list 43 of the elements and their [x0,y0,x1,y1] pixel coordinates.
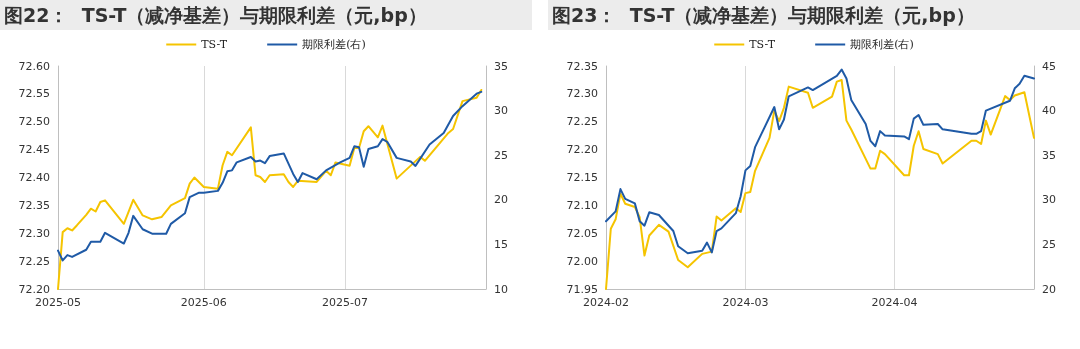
legend-label: 期限利差(右) [302,38,366,51]
y2-tick-label: 25 [1042,237,1056,251]
y-tick-label: 72.30 [566,87,598,101]
y2-tick-label: 25 [494,148,508,162]
y2-tick-label: 20 [1042,282,1056,296]
y2-tick-label: 15 [494,237,508,251]
x-tick-label: 2024-03 [722,296,769,309]
y2-tick-label: 30 [1042,193,1056,207]
y-tick-label: 72.20 [566,143,598,157]
y-tick-label: 72.30 [18,226,50,240]
y-tick-label: 72.35 [18,198,50,212]
y2-tick-label: 30 [494,104,508,118]
y2-tick-label: 10 [494,282,508,296]
x-tick-label: 2024-02 [583,296,629,309]
y-tick-label: 72.25 [566,115,598,129]
y2-tick-label: 35 [494,59,508,73]
legend-label: 期限利差(右) [850,38,914,51]
chart-title: 图23： TS-T（减净基差）与期限利差（元,bp） [548,0,1080,30]
legend-label: TS-T [749,38,776,51]
x-tick-label: 2025-05 [35,296,81,309]
y-tick-label: 72.25 [18,254,50,268]
y-tick-label: 72.05 [566,226,598,240]
x-tick-label: 2025-07 [321,296,368,309]
x-tick-label: 2025-06 [180,296,227,309]
y-tick-label: 71.95 [566,282,598,296]
y-tick-label: 72.20 [18,282,50,296]
legend-label: TS-T [201,38,228,51]
y2-tick-label: 20 [494,193,508,207]
y-tick-label: 72.10 [566,198,598,212]
line-series [605,68,1035,255]
y-tick-label: 72.50 [18,115,50,129]
y2-tick-label: 35 [1042,148,1056,162]
y2-tick-label: 45 [1042,59,1056,73]
y-tick-label: 72.45 [18,143,50,157]
y-tick-label: 72.60 [18,59,50,73]
y-tick-label: 72.00 [566,254,598,268]
x-tick-label: 2024-04 [871,296,918,309]
y-tick-label: 72.40 [18,171,50,184]
y-tick-label: 72.35 [566,59,598,73]
y2-tick-label: 40 [1042,104,1056,118]
y-tick-label: 72.15 [566,171,598,184]
chart-title: 图22： TS-T（减净基差）与期限利差（元,bp） [0,0,532,30]
y-tick-label: 72.55 [18,87,50,101]
